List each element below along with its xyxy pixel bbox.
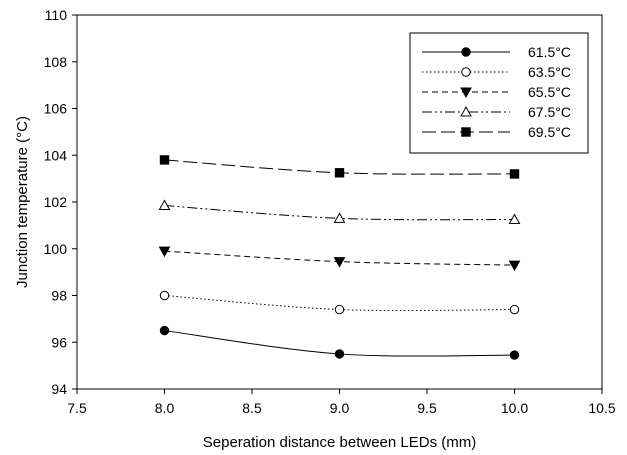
x-axis-label: Seperation distance between LEDs (mm)	[203, 434, 476, 451]
data-point	[159, 325, 170, 336]
y-axis-ticks: 94 96 98 100 102 104 106 108 110	[44, 7, 77, 397]
series-line	[164, 295, 515, 312]
y-tick-label: 94	[51, 381, 67, 397]
y-tick-label: 106	[44, 101, 68, 117]
legend-marker	[460, 105, 472, 117]
legend-entry: 65.5°C	[422, 84, 571, 100]
legend-label: 65.5°C	[528, 84, 571, 100]
x-axis-ticks: 7.5 8.0 8.5 9.0 9.5 10.0 10.5	[67, 389, 616, 416]
data-point	[159, 290, 170, 301]
legend: 61.5°C 63.5°C 65.5°C 67.5°C 69.5°C	[409, 32, 589, 154]
y-tick-label: 108	[44, 54, 68, 70]
data-point	[508, 260, 521, 272]
data-point	[334, 349, 345, 359]
x-tick-label: 8.5	[242, 400, 262, 416]
data-point	[334, 168, 345, 178]
y-tick-label: 104	[44, 147, 68, 163]
data-point	[333, 257, 346, 268]
data-point	[159, 155, 170, 165]
legend-entry: 69.5°C	[422, 124, 571, 140]
series-5	[159, 155, 520, 179]
legend-label: 61.5°C	[528, 44, 571, 60]
data-point	[158, 246, 171, 258]
series-lines	[158, 155, 521, 360]
legend-box	[409, 32, 589, 154]
y-tick-label: 102	[44, 194, 68, 210]
data-point	[509, 304, 520, 315]
data-point	[334, 304, 345, 315]
series-2	[159, 290, 520, 315]
x-tick-label: 7.5	[67, 400, 87, 416]
data-point	[158, 199, 171, 211]
legend-entry: 61.5°C	[422, 44, 571, 60]
legend-label: 63.5°C	[528, 64, 571, 80]
y-tick-label: 98	[51, 288, 67, 304]
y-tick-label: 100	[44, 241, 68, 257]
series-1	[159, 325, 520, 360]
x-tick-label: 10.0	[501, 400, 528, 416]
legend-marker	[460, 87, 472, 99]
data-point	[508, 213, 521, 225]
legend-label: 67.5°C	[528, 104, 571, 120]
data-point	[333, 212, 346, 223]
x-tick-label: 8.0	[155, 400, 175, 416]
legend-marker	[461, 67, 471, 77]
x-tick-label: 10.5	[588, 400, 615, 416]
legend-marker	[461, 47, 471, 57]
legend-entry: 63.5°C	[422, 64, 571, 80]
legend-entry: 67.5°C	[422, 104, 571, 120]
x-tick-label: 9.0	[330, 400, 350, 416]
series-3	[158, 246, 521, 272]
x-tick-label: 9.5	[417, 400, 437, 416]
data-point	[509, 350, 520, 360]
series-4	[158, 199, 521, 225]
data-point	[509, 169, 520, 179]
legend-label: 69.5°C	[528, 124, 571, 140]
y-tick-label: 110	[45, 7, 68, 23]
y-tick-label: 96	[51, 334, 67, 350]
legend-marker	[461, 127, 471, 137]
y-axis-label: Junction temperature (°C)	[14, 116, 31, 288]
